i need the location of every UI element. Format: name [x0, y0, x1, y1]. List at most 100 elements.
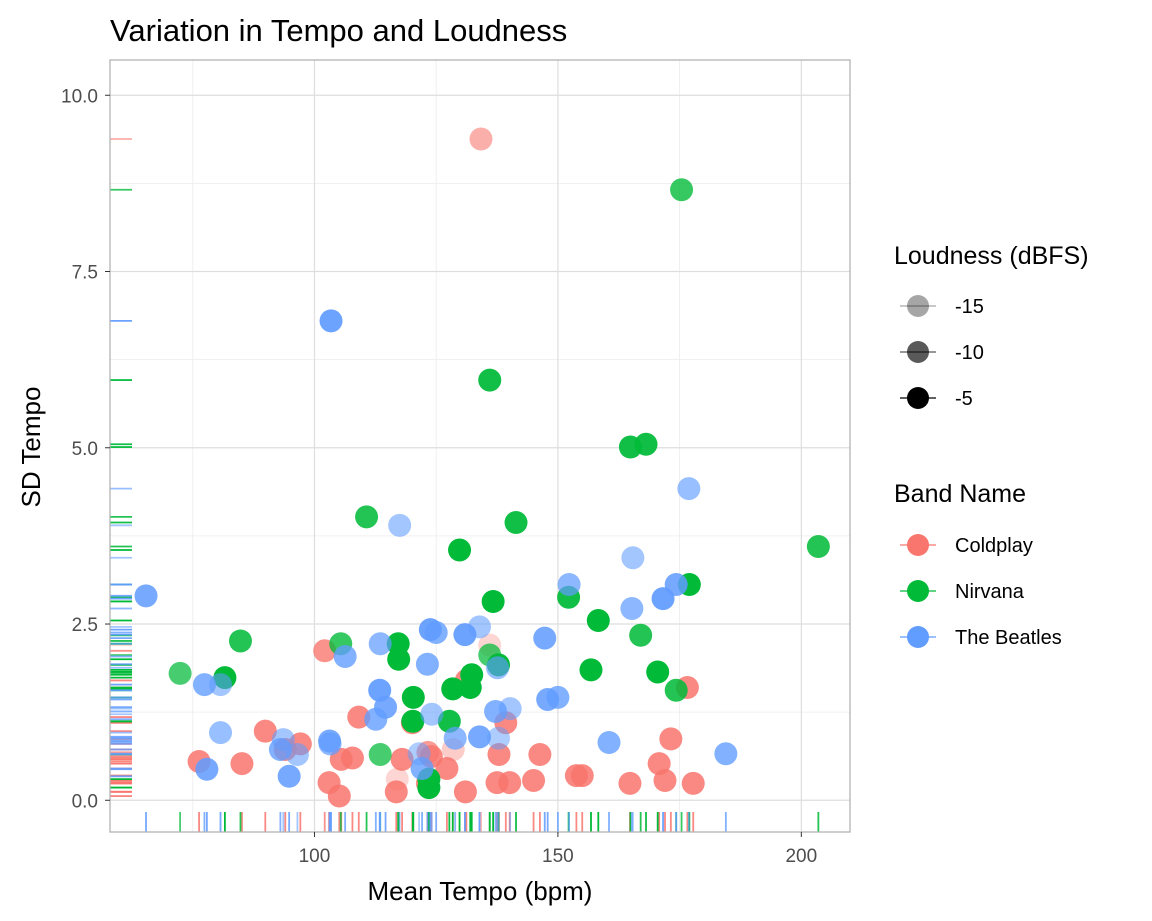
data-point [653, 769, 677, 793]
data-point [448, 538, 472, 562]
legend-band-label: Nirvana [955, 581, 1025, 603]
legend-key-point [907, 534, 929, 556]
rug-marks [110, 138, 820, 832]
data-point [401, 709, 425, 733]
y-tick-label: 10.0 [61, 86, 98, 107]
data-point [277, 764, 301, 788]
data-point [478, 368, 502, 392]
data-point [387, 647, 411, 671]
data-point [327, 784, 351, 808]
data-point [388, 513, 412, 537]
data-point [168, 661, 192, 685]
data-point [618, 771, 642, 795]
data-point [586, 608, 610, 632]
data-point [458, 675, 482, 699]
x-tick-label: 200 [785, 846, 817, 867]
data-point [486, 656, 510, 680]
data-point [209, 673, 233, 697]
data-point [646, 660, 670, 684]
data-point [533, 626, 557, 650]
data-point [424, 620, 448, 644]
data-point [228, 629, 252, 653]
data-point [557, 573, 581, 597]
data-point [498, 697, 522, 721]
data-point [579, 658, 603, 682]
data-point [285, 742, 309, 766]
data-point [318, 732, 342, 756]
data-point [670, 178, 694, 202]
legend-band-label: Coldplay [955, 535, 1033, 557]
axis-ticks: 100 150 200 0.0 2.5 5.0 7.5 10.0 [61, 86, 817, 867]
data-point [677, 477, 701, 501]
data-point [230, 752, 254, 776]
data-point [597, 730, 621, 754]
data-point [634, 432, 658, 456]
legend-band-title: Band Name [894, 480, 1026, 508]
data-point [522, 769, 546, 793]
legend-key-point [907, 626, 929, 648]
legend-key-point [907, 295, 929, 317]
y-axis-title: SD Tempo [16, 387, 46, 508]
data-point [806, 534, 830, 558]
data-point [384, 780, 408, 804]
legend-band-name: Band Name Coldplay Nirvana The Beatles [894, 480, 1062, 649]
data-point [253, 719, 277, 743]
data-point [333, 644, 357, 668]
data-point [435, 757, 459, 781]
data-point [420, 702, 444, 726]
legend-key-point [907, 387, 929, 409]
data-point [629, 623, 653, 647]
data-point [192, 673, 216, 697]
data-point [443, 726, 467, 750]
data-point [195, 757, 219, 781]
x-tick-label: 150 [542, 846, 574, 867]
legend-loudness: Loudness (dBFS) -15 -10 -5 [894, 242, 1089, 410]
x-axis-title: Mean Tempo (bpm) [368, 876, 593, 906]
data-point [714, 742, 738, 766]
data-point [347, 705, 371, 729]
data-point [621, 546, 645, 570]
legend-loudness-title: Loudness (dBFS) [894, 242, 1089, 270]
data-point [487, 726, 510, 750]
panel-border [109, 59, 851, 833]
data-point [407, 742, 431, 766]
data-point [659, 727, 683, 751]
chart-title: Variation in Tempo and Loudness [110, 13, 567, 48]
data-point [528, 742, 552, 766]
data-point [468, 725, 492, 749]
data-point [570, 764, 594, 788]
data-point [498, 771, 522, 795]
data-point [487, 742, 511, 766]
data-point [620, 597, 644, 621]
data-point [664, 678, 688, 702]
data-point [651, 587, 675, 611]
data-point [385, 767, 409, 791]
data-point [368, 632, 392, 656]
data-point [453, 780, 477, 804]
data-point [401, 685, 425, 709]
y-tick-label: 0.0 [72, 791, 98, 812]
data-point [453, 623, 477, 647]
legend-loudness-label: -10 [955, 342, 984, 364]
legend-key-point [907, 580, 929, 602]
data-point [546, 685, 570, 709]
data-point [504, 510, 528, 534]
y-tick-label: 7.5 [72, 263, 98, 284]
legend-loudness-label: -15 [955, 296, 984, 318]
y-tick-label: 2.5 [72, 615, 98, 636]
data-point [340, 746, 364, 770]
data-point [368, 742, 392, 766]
data-points [134, 127, 830, 808]
data-point [681, 771, 705, 795]
data-point [415, 652, 439, 676]
data-point [481, 589, 505, 613]
y-tick-label: 5.0 [72, 439, 98, 460]
legend-key-point [907, 341, 929, 363]
data-point [364, 707, 388, 731]
legend-band-label: The Beatles [955, 627, 1062, 649]
legend-loudness-label: -5 [955, 388, 973, 410]
data-point [209, 721, 233, 745]
data-point [469, 127, 493, 151]
data-point [134, 584, 158, 608]
